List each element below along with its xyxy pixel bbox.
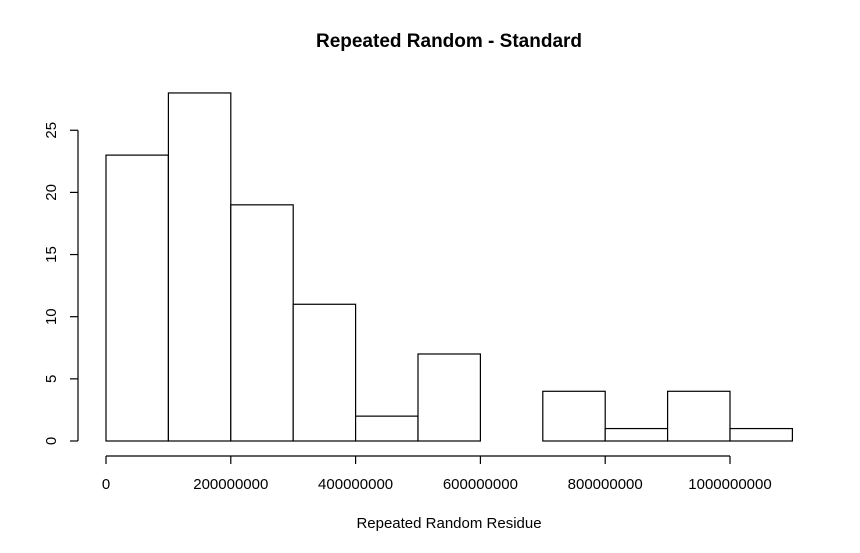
y-tick-label: 25: [43, 122, 60, 139]
y-tick-label: 5: [43, 375, 60, 383]
histogram-bar: [230, 204, 294, 442]
y-tick-label: 10: [43, 308, 60, 325]
y-axis: 0 5 10 15 20 25: [43, 122, 79, 445]
y-tick-label: 0: [43, 437, 60, 445]
x-axis: 0 200000000 400000000 600000000 800000000 100…: [102, 455, 772, 493]
chart-title: Repeated Random - Standard: [316, 31, 582, 52]
x-axis-label: Repeated Random Residue: [356, 515, 541, 532]
x-tick-label: 600000000: [443, 476, 518, 493]
y-tick-label: 15: [43, 246, 60, 263]
histogram-bar: [105, 154, 170, 442]
x-tick-label: 400000000: [318, 476, 393, 493]
y-tick-label: 20: [43, 184, 60, 201]
histogram-bar: [729, 427, 794, 442]
histogram-bar: [417, 353, 482, 442]
histogram-bar: [292, 303, 357, 442]
bars-group: [105, 92, 794, 442]
histogram-bar: [542, 390, 606, 442]
x-tick-label: 800000000: [568, 476, 643, 493]
x-tick-label: 1000000000: [688, 476, 771, 493]
x-tick-label: 200000000: [193, 476, 268, 493]
histogram-bar: [666, 390, 731, 442]
histogram-bar: [167, 92, 232, 442]
x-tick-label: 0: [102, 476, 110, 493]
histogram-bar: [604, 427, 669, 442]
histogram-bar: [355, 415, 419, 442]
